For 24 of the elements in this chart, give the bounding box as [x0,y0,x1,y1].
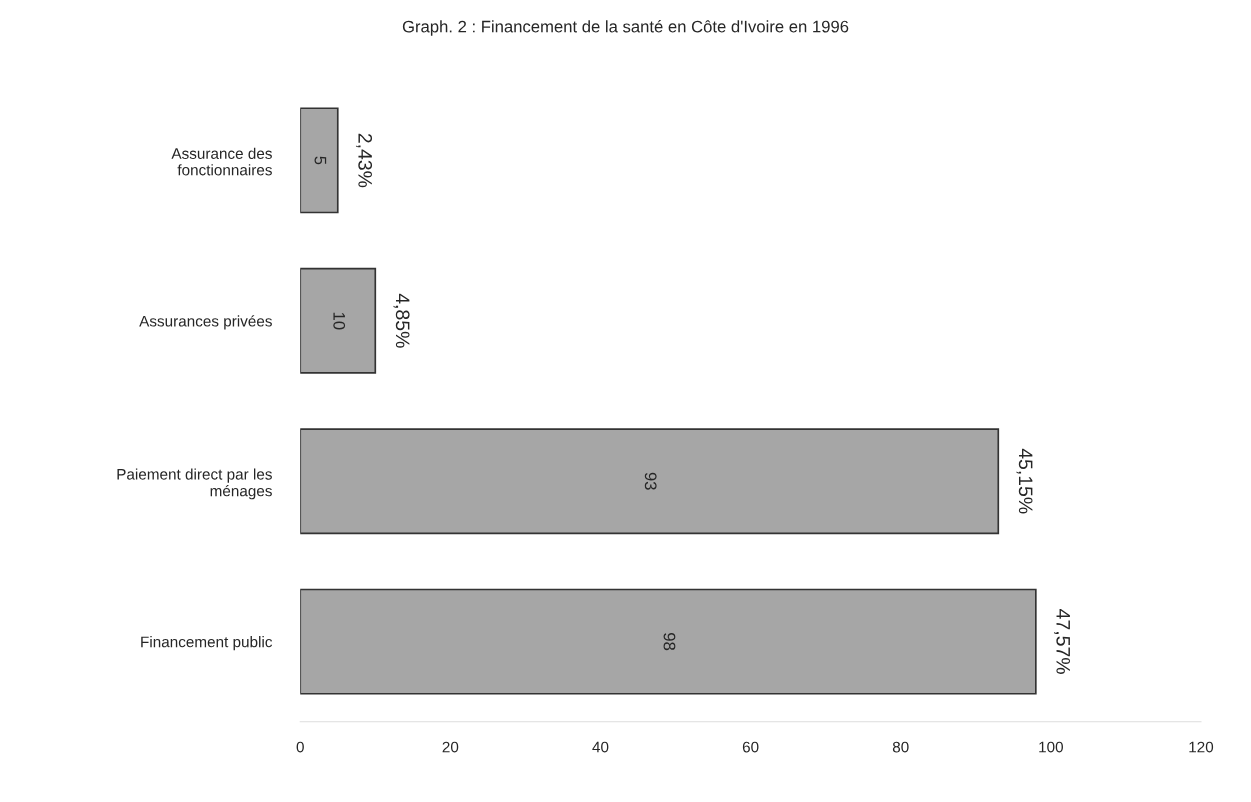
annotation: 47,57% [1054,609,1071,674]
x-tick-label: 60 [742,741,759,753]
x-tick-label: 100 [1039,741,1063,753]
chart-title: Graph. 2 : Financement de la santé en Côte d'Ivoire en 1996 [402,20,849,36]
bar [300,588,1037,695]
x-tick-label: 40 [592,741,609,753]
x-tick-label: 120 [1189,741,1214,753]
data-label: 93 [644,472,657,490]
data-label: 5 [314,156,327,165]
x-tick-label: 80 [892,741,909,753]
y-tick-label: Paiement direct par les ménages [117,468,272,500]
annotation: 45,15% [1016,448,1033,514]
bar [300,267,377,374]
bar [300,107,339,214]
x-tick-label: 0 [296,741,304,753]
data-label: 10 [333,312,346,330]
y-tick-label: Financement public [141,636,273,651]
bar [300,428,1000,535]
y-tick-label: Assurances privées [139,315,272,330]
y-tick-label: Assurance des fonctionnaires [171,147,272,176]
annotation: 4,85% [393,293,410,348]
x-tick-label: 20 [442,741,459,753]
data-label: 98 [663,633,676,651]
annotation: 2,43% [355,133,373,188]
